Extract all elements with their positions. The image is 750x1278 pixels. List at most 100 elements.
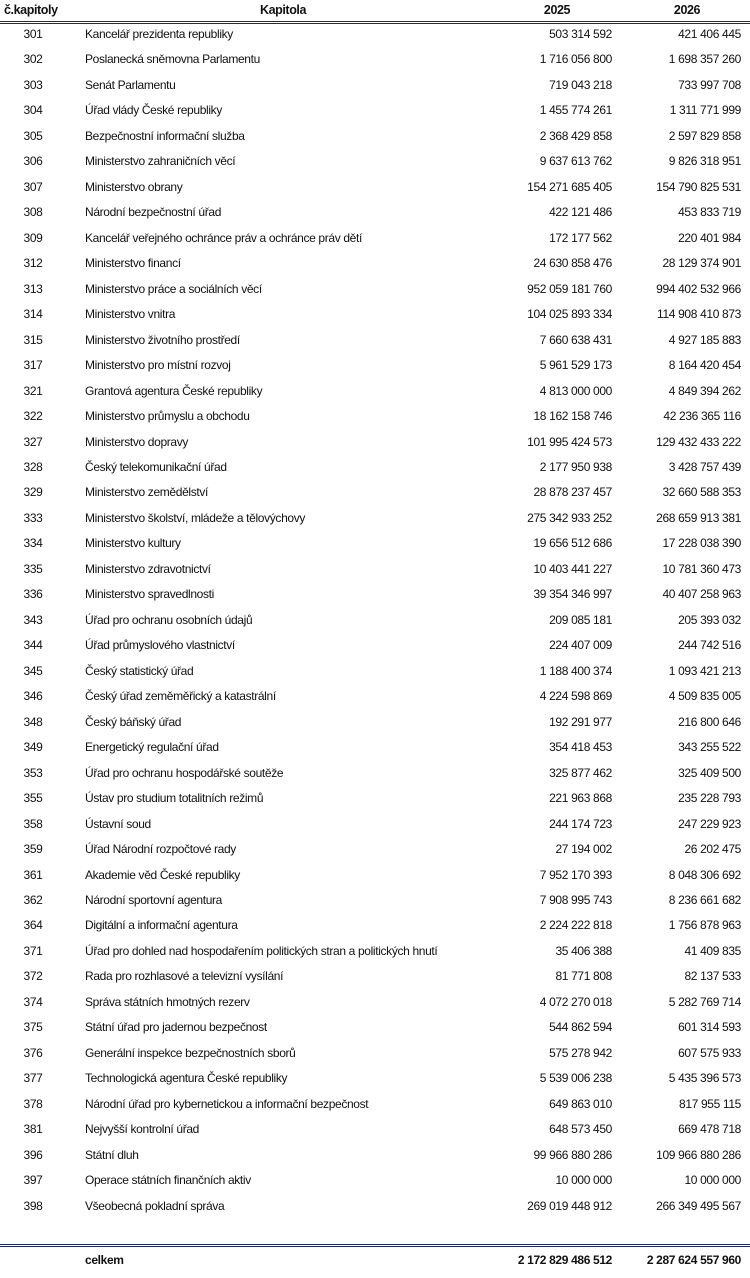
value-2025: 104 025 893 334 xyxy=(527,307,612,322)
table-row: 307 Ministerstvo obrany 154 271 685 405 154… xyxy=(0,177,750,197)
value-2026: 3 428 757 439 xyxy=(668,459,742,474)
value-2026: 154 790 825 531 xyxy=(656,179,741,194)
table-row: 377 Technologická agentura České republik… xyxy=(0,1068,750,1088)
table-row: 381 Nejvyšší kontrolní úřad 648 573 450 669… xyxy=(0,1119,750,1139)
chapter-name: Ministerstvo vnitra xyxy=(85,307,176,322)
chapter-name: Digitální a informační agentura xyxy=(85,918,238,933)
value-2026: 8 164 420 454 xyxy=(668,358,742,373)
chapter-name: Státní dluh xyxy=(85,1147,139,1162)
chapter-code: 353 xyxy=(23,765,43,780)
table-row: 374 Správa státních hmotných rezerv 4 072 … xyxy=(0,992,750,1012)
table-row: 359 Úřad Národní rozpočtové rady 27 194 00… xyxy=(0,839,750,859)
chapter-name: Bezpečnostní informační služba xyxy=(85,128,245,143)
value-2025: 35 406 388 xyxy=(555,943,612,958)
chapter-code: 345 xyxy=(23,663,43,678)
value-2026: 1 311 771 999 xyxy=(669,103,742,118)
chapter-name: Ministerstvo školství, mládeže a tělovýc… xyxy=(85,510,306,525)
value-2026: 26 202 475 xyxy=(684,842,741,857)
chapter-name: Ministerstvo práce a sociálních věcí xyxy=(85,281,262,296)
chapter-code: 317 xyxy=(23,358,43,373)
value-2025: 244 174 723 xyxy=(549,816,612,831)
value-2026: 1 698 357 260 xyxy=(668,52,742,67)
table-row: 301 Kancelář prezidenta republiky 503 314 … xyxy=(0,24,750,44)
chapter-code: 303 xyxy=(23,77,43,92)
chapter-code: 349 xyxy=(23,740,43,755)
value-2026: 421 406 445 xyxy=(678,27,741,41)
chapter-code: 333 xyxy=(23,510,43,525)
value-2025: 24 630 858 476 xyxy=(533,256,612,271)
table-row: 305 Bezpečnostní informační služba 2 368 4… xyxy=(0,126,750,146)
chapter-code: 398 xyxy=(23,1198,43,1213)
value-2026: 1 756 878 963 xyxy=(668,918,742,933)
total-2025: 2 172 829 486 512 xyxy=(517,1253,613,1267)
chapter-code: 362 xyxy=(23,892,43,907)
chapter-name: Úřad průmyslového vlastnictví xyxy=(85,638,235,653)
value-2026: 994 402 532 966 xyxy=(656,281,741,296)
chapter-code: 375 xyxy=(23,1020,43,1035)
table-row: 306 Ministerstvo zahraničních věcí 9 637 6… xyxy=(0,151,750,171)
chapter-name: Správa státních hmotných rezerv xyxy=(85,994,250,1009)
value-2026: 325 409 500 xyxy=(678,765,741,780)
chapter-code: 334 xyxy=(23,536,43,551)
chapter-code: 377 xyxy=(23,1071,43,1086)
value-2025: 2 368 429 858 xyxy=(539,128,613,143)
table-row: 355 Ústav pro studium totalitních režimů 2… xyxy=(0,788,750,808)
chapter-name: Národní bezpečnostní úřad xyxy=(85,205,222,220)
table-row: 353 Úřad pro ochranu hospodářské soutěže 3… xyxy=(0,763,750,783)
table-row: 329 Ministerstvo zemědělství 28 878 237 45… xyxy=(0,482,750,502)
chapter-code: 348 xyxy=(23,714,43,729)
value-2025: 99 966 880 286 xyxy=(533,1147,612,1162)
value-2025: 154 271 685 405 xyxy=(527,179,612,194)
table-row: 376 Generální inspekce bezpečnostních sbo… xyxy=(0,1043,750,1063)
value-2025: 81 771 808 xyxy=(555,969,612,984)
chapter-code: 376 xyxy=(23,1045,43,1060)
table-row: 304 Úřad vlády České republiky 1 455 774 2… xyxy=(0,100,750,120)
value-2026: 607 575 933 xyxy=(678,1045,741,1060)
header-2026: 2026 xyxy=(673,3,701,17)
value-2025: 544 862 594 xyxy=(549,1020,612,1035)
header-rule-top xyxy=(0,21,750,22)
value-2025: 5 961 529 173 xyxy=(539,358,613,373)
chapter-name: Úřad pro ochranu hospodářské soutěže xyxy=(85,765,284,780)
chapter-name: Ministerstvo zdravotnictví xyxy=(85,561,211,576)
value-2025: 39 354 346 997 xyxy=(533,587,612,602)
value-2025: 269 019 448 912 xyxy=(527,1198,612,1213)
chapter-code: 397 xyxy=(23,1173,43,1188)
value-2025: 172 177 562 xyxy=(549,230,612,245)
total-rule-bottom xyxy=(0,1246,750,1247)
chapter-code: 343 xyxy=(23,612,43,627)
table-row: 315 Ministerstvo životního prostředí 7 660… xyxy=(0,330,750,350)
chapter-name: Kancelář veřejného ochránce práv a ochrá… xyxy=(85,230,362,245)
value-2026: 601 314 593 xyxy=(678,1020,741,1035)
chapter-code: 336 xyxy=(23,587,43,602)
total-2026: 2 287 624 557 960 xyxy=(646,1253,742,1267)
header-name: Kapitola xyxy=(259,3,307,17)
value-2025: 101 995 424 573 xyxy=(527,434,612,449)
chapter-code: 374 xyxy=(23,994,43,1009)
value-2026: 10 781 360 473 xyxy=(662,561,741,576)
chapter-name: Národní sportovní agentura xyxy=(85,892,222,907)
value-2026: 453 833 719 xyxy=(678,205,741,220)
table-row: 396 Státní dluh 99 966 880 286 109 966 880 … xyxy=(0,1145,750,1165)
table-row: 364 Digitální a informační agentura 2 224 … xyxy=(0,915,750,935)
value-2026: 5 282 769 714 xyxy=(668,994,742,1009)
chapter-code: 328 xyxy=(23,459,43,474)
value-2026: 17 228 038 390 xyxy=(662,536,741,551)
value-2025: 649 863 010 xyxy=(549,1096,612,1111)
chapter-name: Úřad Národní rozpočtové rady xyxy=(85,842,236,857)
table-row: 334 Ministerstvo kultury 19 656 512 686 17 … xyxy=(0,533,750,553)
value-2025: 4 224 598 869 xyxy=(539,689,613,704)
value-2025: 4 072 270 018 xyxy=(539,994,613,1009)
chapter-name: Ministerstvo financí xyxy=(85,256,181,271)
table-row: 335 Ministerstvo zdravotnictví 10 403 441 … xyxy=(0,559,750,579)
table-row: 317 Ministerstvo pro místní rozvoj 5 961 5… xyxy=(0,355,750,375)
value-2025: 10 403 441 227 xyxy=(533,561,612,576)
table-row: 322 Ministerstvo průmyslu a obchodu 18 162… xyxy=(0,406,750,426)
table-row: 349 Energetický regulační úřad 354 418 453… xyxy=(0,737,750,757)
table-row: 312 Ministerstvo financí 24 630 858 476 28 … xyxy=(0,253,750,273)
chapter-code: 309 xyxy=(23,230,43,245)
table-row: 302 Poslanecká sněmovna Parlamentu 1 716 0… xyxy=(0,49,750,69)
value-2025: 575 278 942 xyxy=(549,1045,612,1060)
value-2025: 221 963 868 xyxy=(549,791,612,806)
chapter-code: 307 xyxy=(23,179,43,194)
